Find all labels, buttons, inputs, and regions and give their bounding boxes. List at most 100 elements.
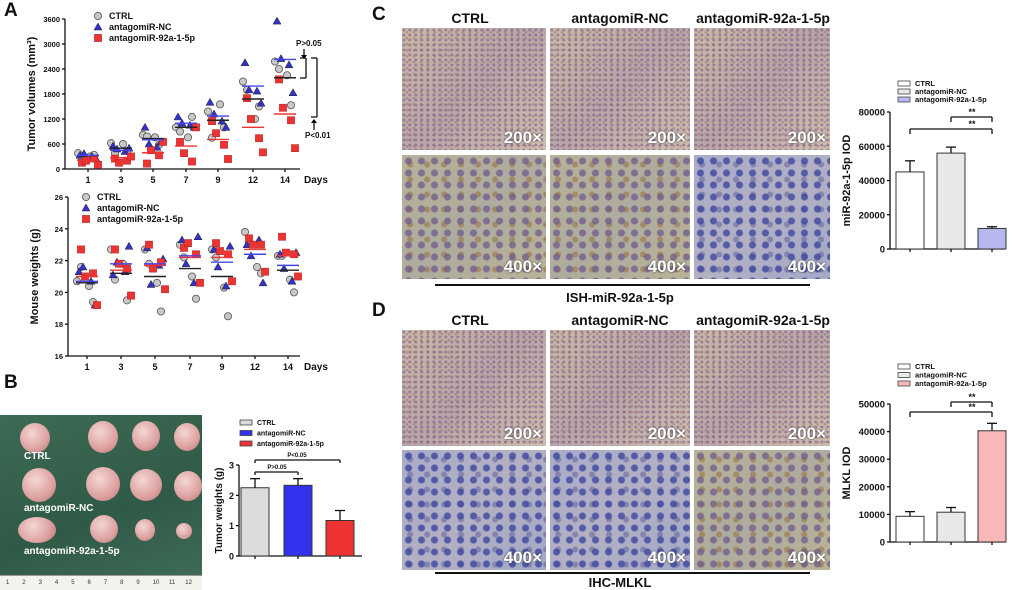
data-point: [77, 245, 85, 254]
data-point: [240, 227, 249, 236]
data-point: [257, 240, 265, 249]
ruler-number: 5: [71, 580, 75, 586]
data-point: [127, 291, 135, 300]
tumor: [174, 423, 200, 451]
data-point: [240, 58, 250, 66]
ruler-number: 3: [38, 580, 42, 586]
data-point: [177, 235, 187, 244]
data-point: [246, 251, 256, 260]
data-point: [291, 144, 299, 153]
bar: [977, 227, 1007, 250]
significance-label: P>0.05: [267, 465, 287, 471]
legend-marker: [94, 11, 103, 20]
d-header-ctrl: CTRL: [451, 312, 489, 328]
legend-swatch: [897, 96, 911, 103]
y-axis-label: miR-92a-1-5p IOD: [841, 135, 853, 227]
data-point: [196, 279, 204, 287]
data-point: [261, 267, 269, 276]
ruler-number: 2: [22, 580, 26, 586]
data-point: [145, 240, 153, 249]
ruler-number: 1: [6, 580, 10, 586]
legend-label: antagomiR-NC: [915, 371, 968, 380]
magnification-label: 400×: [787, 548, 826, 567]
data-point: [173, 112, 183, 121]
legend-marker: [93, 22, 103, 31]
legend-swatch: [897, 80, 911, 87]
legend-label: CTRL: [257, 420, 276, 427]
data-point: [146, 279, 156, 288]
x-tick-label: 14: [283, 362, 293, 372]
arrow-head: [301, 55, 307, 59]
data-point: [78, 262, 88, 271]
legend-label: antagomiR-NC: [97, 203, 160, 213]
magnification-label: 200×: [647, 424, 686, 443]
panel-label-c: C: [372, 4, 386, 25]
caption-line: [435, 572, 810, 574]
y-tick-label: 3000: [43, 40, 60, 49]
magnification-label: 400×: [503, 257, 542, 276]
arrow-head: [311, 119, 317, 123]
data-point: [245, 234, 253, 243]
magnification-label: 400×: [787, 257, 826, 276]
tumor: [132, 421, 160, 451]
x-tick-label: 7: [187, 362, 192, 372]
ruler-number: 6: [87, 580, 91, 586]
data-point: [244, 85, 254, 94]
y-axis-label: Tumor weights (g): [214, 468, 225, 554]
data-point: [74, 267, 84, 275]
data-point: [188, 157, 196, 166]
magnification-label: 400×: [647, 257, 686, 276]
data-point: [272, 16, 282, 25]
data-point: [108, 141, 118, 150]
data-point: [144, 139, 154, 148]
magnification-label: 200×: [787, 424, 826, 443]
data-point: [279, 103, 287, 112]
data-point: [143, 159, 151, 168]
data-point: [255, 134, 263, 143]
tumor: [22, 468, 56, 502]
caption-line: [435, 284, 810, 286]
ruler-number: 4: [54, 580, 59, 586]
data-point: [287, 276, 297, 285]
data-point: [212, 239, 220, 247]
legend-swatch: [897, 380, 911, 387]
tumor-photo: CTRL antagomiR-NC antagomiR-92a-1-5p: [0, 415, 202, 575]
data-point: [108, 270, 118, 279]
legend-swatch: [897, 88, 911, 95]
d-header-mir: antagomiR-92a-1-5p: [696, 312, 830, 328]
y-tick-label: 1: [229, 521, 234, 531]
tumor: [135, 519, 155, 541]
bar: [895, 171, 925, 250]
y-tick-label: 1800: [43, 90, 60, 99]
data-point: [290, 250, 298, 259]
x-tick-label: 9: [215, 175, 220, 185]
magnification-label: 400×: [647, 548, 686, 567]
x-tick-label: 12: [250, 362, 260, 372]
y-tick-label: 20: [55, 288, 63, 297]
ish-mir-200x: 200×: [694, 28, 830, 150]
caption-ihc: IHC-MLKL: [588, 575, 652, 590]
data-point: [289, 288, 298, 297]
legend-swatch: [897, 363, 911, 370]
y-tick-label: 600: [47, 140, 60, 149]
legend-label: CTRL: [915, 79, 935, 88]
y-tick-label: 40000: [859, 176, 885, 187]
data-point: [93, 301, 101, 309]
data-point: [242, 240, 252, 248]
panel-label-a: A: [4, 0, 18, 21]
data-point: [205, 97, 215, 106]
y-tick-label: 16: [55, 352, 63, 361]
magnification-label: 200×: [503, 424, 542, 443]
data-point: [111, 245, 119, 254]
bar: [936, 511, 966, 543]
data-point: [183, 133, 192, 142]
x-tick-label: 1: [85, 175, 90, 185]
y-tick-label: 3600: [43, 15, 60, 24]
y-tick-label: 22: [55, 257, 63, 266]
data-point: [212, 129, 220, 138]
data-point: [215, 100, 224, 109]
x-tick-label: 3: [118, 175, 123, 185]
panel-label-d: D: [372, 300, 386, 321]
y-tick-label: 2: [229, 491, 234, 501]
